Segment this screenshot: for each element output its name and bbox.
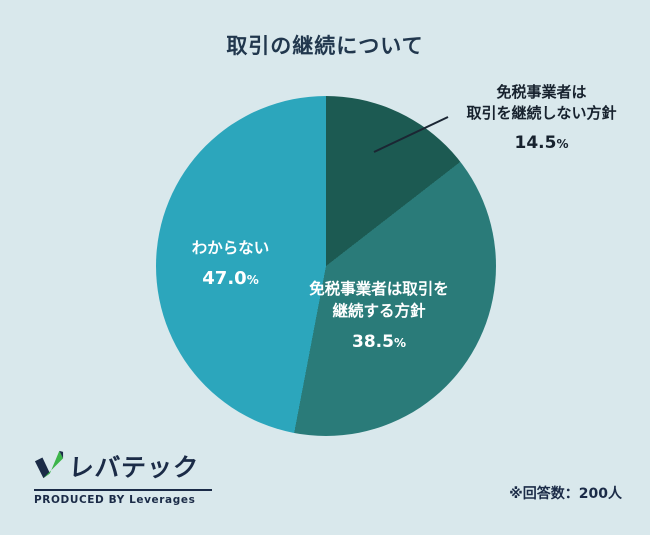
slice-percent: 14.5% [514,133,569,153]
chart-title: 取引の継続について [226,34,424,58]
brand-logo-text: レバテック [67,453,200,482]
slice-label-text: わからない [191,239,270,257]
checkmark-logo-icon [34,449,64,483]
slice-label-no-continue: 免税事業者は 取引を継続しない方針 14.5% [438,82,645,153]
slice-percent: 47.0% [202,268,259,290]
brand-logo-subtext: PRODUCED BY Leverages [34,494,196,506]
slice-label-text: 取引を継続しない方針 [466,104,617,122]
slice-label-text: 免税事業者は取引を [309,280,449,298]
slice-label-continue: 免税事業者は取引を 継続する方針 38.5% [298,278,460,352]
slice-percent: 38.5% [352,331,406,352]
brand-logo: レバテック PRODUCED BY Leverages [34,448,212,506]
respondent-count-note: ※回答数：200人 [509,486,622,502]
pie [156,96,496,436]
slice-label-text: 免税事業者は [496,83,587,101]
slice-label-text: 継続する方針 [332,302,426,321]
logo-divider [34,489,212,491]
slice-label-unknown: わからない 47.0% [153,237,308,289]
callout-leader-line [373,116,449,153]
